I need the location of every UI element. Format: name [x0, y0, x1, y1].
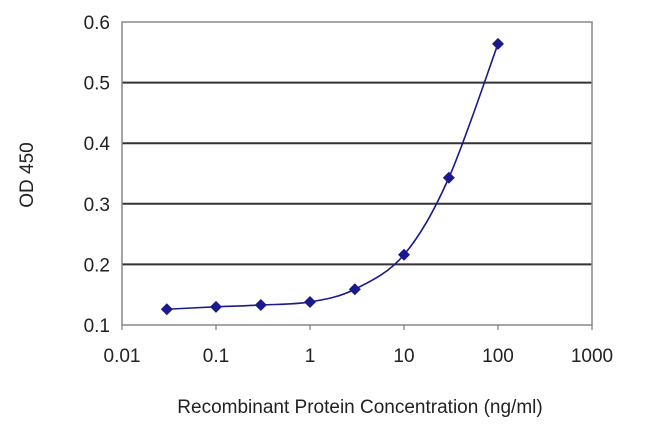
data-point [398, 248, 410, 261]
x-tick-label: 1000 [571, 346, 613, 367]
x-tick-label: 0.1 [203, 346, 229, 367]
x-tick-label: 0.01 [104, 346, 141, 367]
data-point [348, 283, 361, 296]
x-tick-labels: 0.01 0.1 1 10 100 1000 [104, 325, 613, 367]
y-tick-labels: 0.1 0.2 0.3 0.4 0.5 0.6 [84, 13, 111, 337]
data-point [254, 299, 267, 312]
y-tick-label: 0.3 [84, 195, 110, 216]
x-tick-label: 10 [393, 346, 414, 367]
data-point [160, 303, 173, 316]
plot-frame [121, 21, 593, 326]
y-tick-label: 0.4 [84, 134, 111, 155]
gridlines [122, 81, 592, 266]
y-tick-label: 0.1 [84, 316, 110, 337]
y-tick-label: 0.2 [84, 255, 110, 276]
data-point [304, 295, 316, 308]
data-point [492, 37, 504, 50]
x-tick-label: 100 [482, 346, 514, 367]
data-point [210, 300, 222, 313]
y-axis-label: OD 450 [17, 142, 38, 207]
x-tick-label: 1 [305, 346, 316, 367]
y-tick-label: 0.6 [84, 13, 110, 34]
series [160, 37, 504, 316]
data-point [442, 171, 455, 184]
x-axis-label: Recombinant Protein Concentration (ng/ml… [177, 397, 542, 418]
y-tick-label: 0.5 [84, 74, 110, 95]
